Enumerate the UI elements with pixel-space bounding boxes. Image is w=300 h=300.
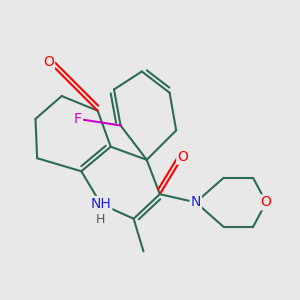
Text: NH: NH (91, 197, 111, 211)
Text: O: O (177, 149, 188, 164)
Text: N: N (190, 195, 201, 209)
Text: O: O (261, 195, 272, 209)
Text: H: H (96, 213, 106, 226)
Text: O: O (43, 55, 54, 69)
Text: F: F (74, 112, 82, 126)
